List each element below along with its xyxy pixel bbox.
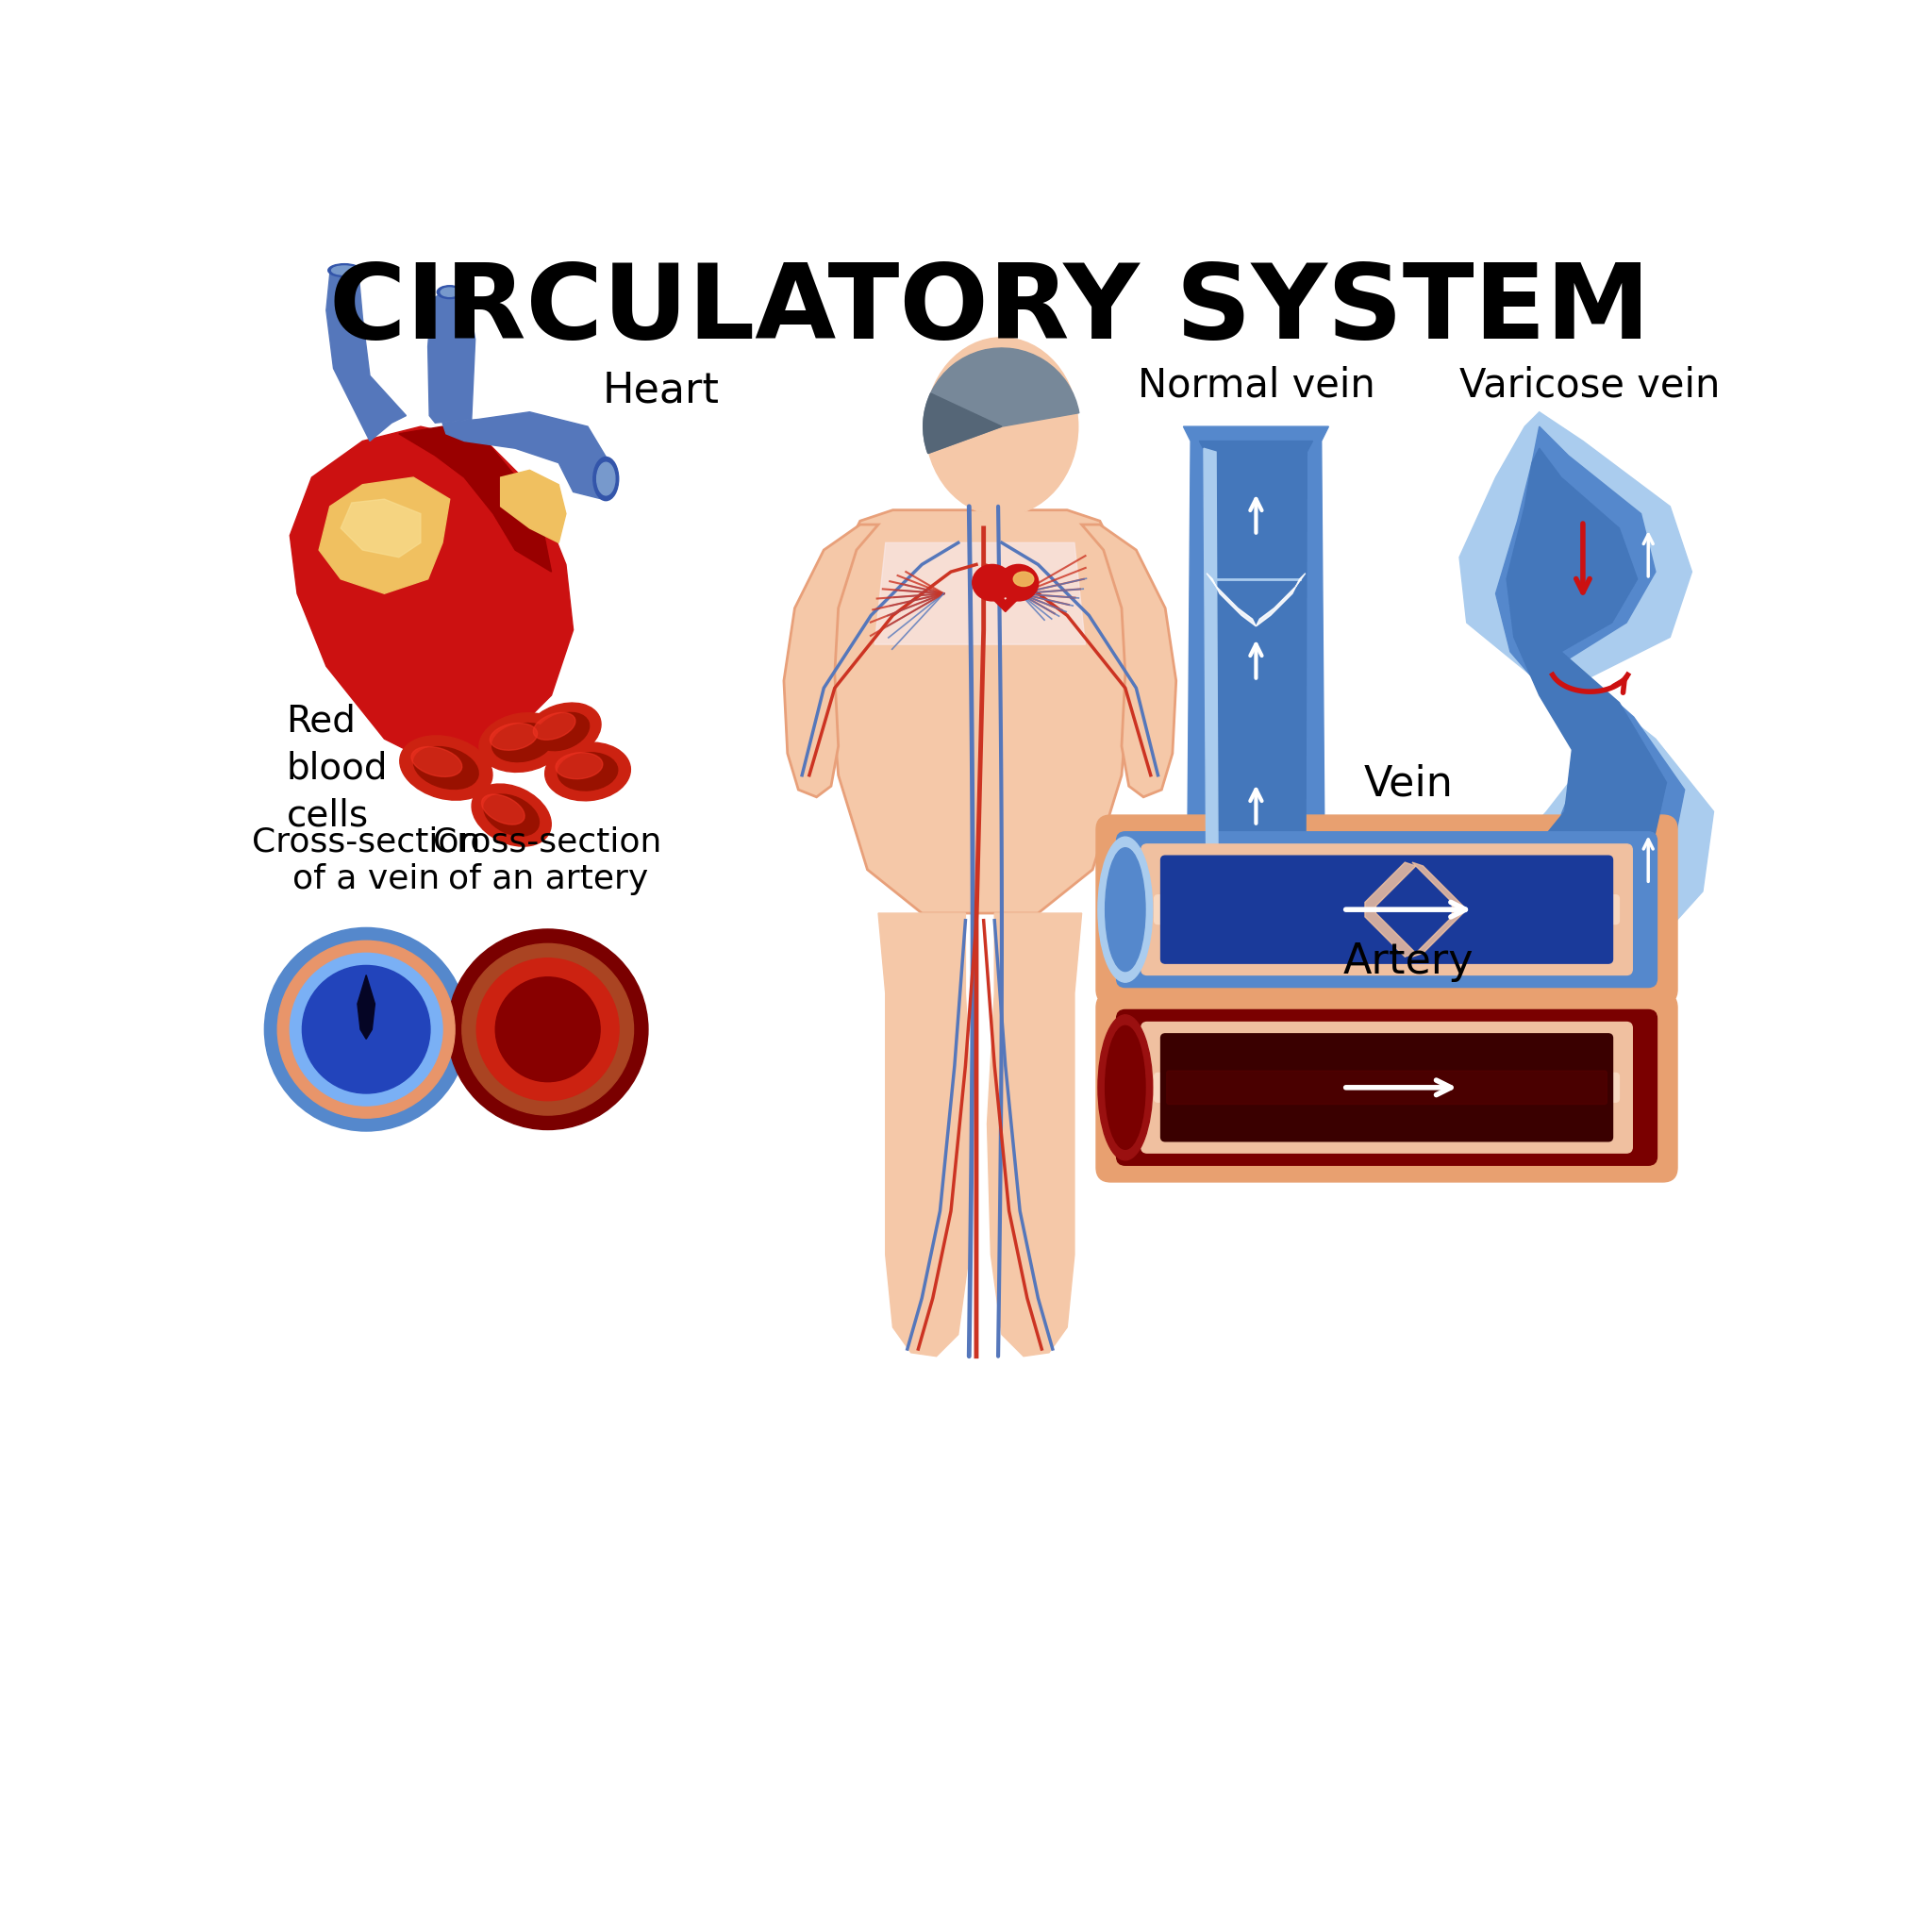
Ellipse shape — [493, 723, 553, 761]
Polygon shape — [827, 510, 1132, 914]
Ellipse shape — [925, 338, 1078, 516]
Ellipse shape — [593, 458, 618, 500]
FancyBboxPatch shape — [1117, 1010, 1658, 1165]
Polygon shape — [1204, 448, 1219, 920]
Ellipse shape — [413, 748, 479, 788]
Circle shape — [278, 941, 454, 1119]
Ellipse shape — [440, 288, 458, 296]
FancyBboxPatch shape — [1095, 993, 1677, 1182]
Wedge shape — [923, 348, 1080, 454]
Circle shape — [265, 927, 468, 1130]
Ellipse shape — [412, 748, 462, 777]
Circle shape — [477, 958, 618, 1101]
Text: Artery: Artery — [1343, 941, 1474, 981]
Polygon shape — [442, 412, 609, 498]
Polygon shape — [357, 976, 375, 1039]
Ellipse shape — [1097, 1014, 1153, 1159]
Ellipse shape — [328, 265, 361, 276]
Ellipse shape — [1105, 848, 1146, 972]
Polygon shape — [784, 526, 879, 798]
Ellipse shape — [558, 753, 618, 790]
Text: Normal vein: Normal vein — [1138, 365, 1376, 404]
Polygon shape — [875, 543, 1086, 645]
Polygon shape — [1200, 440, 1312, 923]
Polygon shape — [1482, 427, 1685, 980]
Polygon shape — [978, 576, 1034, 612]
Circle shape — [462, 943, 634, 1115]
Polygon shape — [972, 489, 1032, 514]
Ellipse shape — [535, 713, 589, 752]
Ellipse shape — [524, 703, 601, 761]
FancyBboxPatch shape — [1153, 1072, 1619, 1101]
Wedge shape — [923, 394, 1003, 454]
FancyBboxPatch shape — [1095, 815, 1677, 1005]
Polygon shape — [1082, 526, 1177, 798]
Text: Cross-section
of an artery: Cross-section of an artery — [433, 825, 663, 895]
Ellipse shape — [533, 713, 576, 740]
Circle shape — [290, 952, 442, 1105]
Polygon shape — [1495, 448, 1667, 956]
Text: Red
blood
cells: Red blood cells — [286, 703, 388, 833]
Ellipse shape — [491, 723, 537, 750]
Polygon shape — [327, 267, 406, 440]
Ellipse shape — [1097, 837, 1153, 981]
Text: Heart: Heart — [603, 369, 719, 410]
Polygon shape — [1208, 574, 1256, 626]
Ellipse shape — [556, 753, 603, 779]
Ellipse shape — [1014, 572, 1034, 585]
Ellipse shape — [479, 713, 566, 773]
FancyBboxPatch shape — [1161, 1034, 1613, 1142]
Ellipse shape — [437, 286, 462, 299]
Circle shape — [301, 966, 431, 1094]
Polygon shape — [500, 469, 566, 543]
Polygon shape — [1256, 574, 1306, 626]
Text: Vein: Vein — [1364, 763, 1453, 804]
Ellipse shape — [471, 784, 551, 846]
Text: Cross-section
of a vein: Cross-section of a vein — [251, 825, 481, 895]
Polygon shape — [340, 498, 421, 556]
Ellipse shape — [972, 564, 1012, 601]
FancyBboxPatch shape — [1167, 1070, 1607, 1105]
Polygon shape — [1184, 427, 1329, 935]
FancyBboxPatch shape — [1153, 895, 1619, 923]
Polygon shape — [427, 288, 475, 423]
Text: Varicose vein: Varicose vein — [1461, 365, 1721, 404]
Polygon shape — [290, 427, 574, 767]
Polygon shape — [1459, 412, 1714, 1001]
Ellipse shape — [400, 736, 493, 800]
Ellipse shape — [481, 794, 526, 825]
FancyBboxPatch shape — [1142, 844, 1633, 976]
Polygon shape — [1366, 862, 1416, 956]
Circle shape — [448, 929, 647, 1130]
Polygon shape — [319, 477, 450, 593]
Ellipse shape — [999, 564, 1039, 601]
Ellipse shape — [1105, 1026, 1146, 1150]
FancyBboxPatch shape — [1142, 1022, 1633, 1153]
Polygon shape — [1412, 862, 1463, 956]
Ellipse shape — [483, 794, 539, 837]
Polygon shape — [987, 914, 1082, 1356]
Ellipse shape — [597, 462, 614, 495]
Ellipse shape — [545, 742, 630, 800]
Polygon shape — [398, 427, 551, 572]
Text: CIRCULATORY SYSTEM: CIRCULATORY SYSTEM — [330, 259, 1650, 361]
FancyBboxPatch shape — [1117, 833, 1658, 987]
Ellipse shape — [332, 267, 357, 274]
Polygon shape — [879, 914, 972, 1356]
Circle shape — [495, 978, 601, 1082]
FancyBboxPatch shape — [1161, 856, 1613, 964]
